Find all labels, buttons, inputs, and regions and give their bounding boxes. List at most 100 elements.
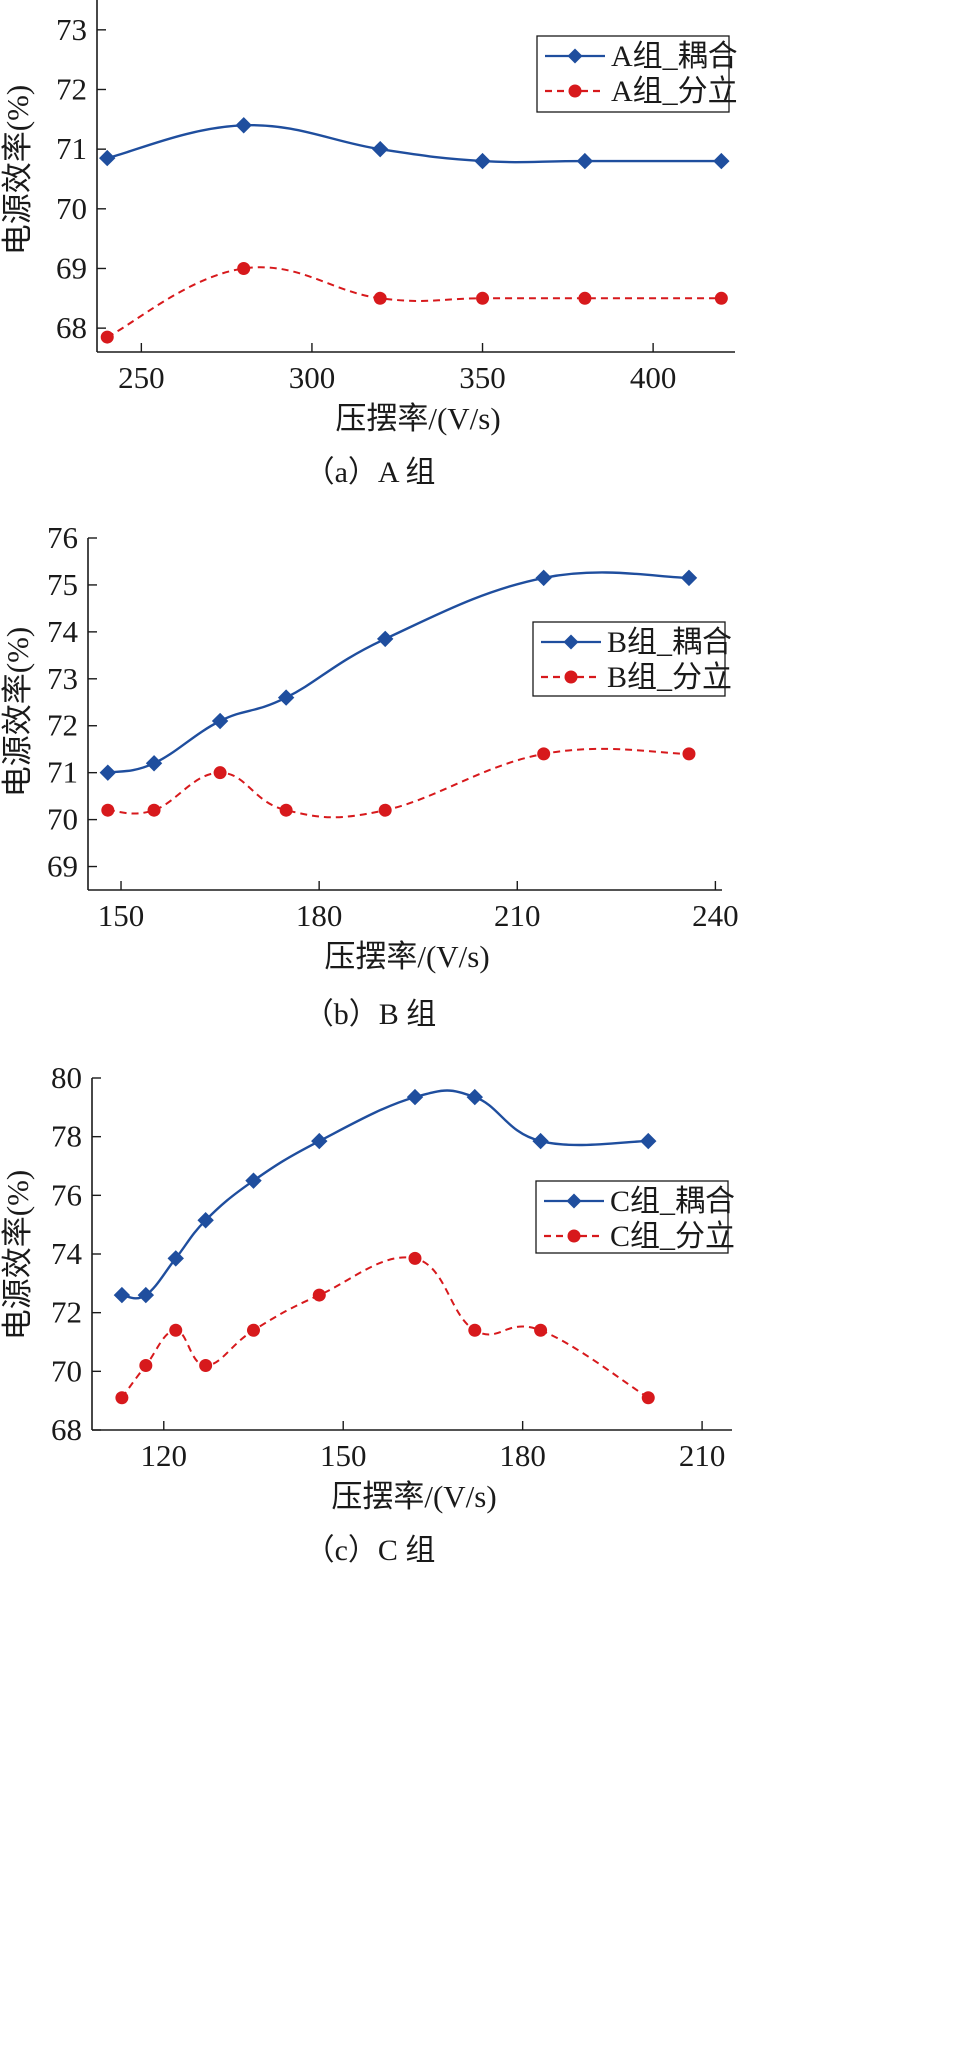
data-point-diamond — [466, 1088, 484, 1106]
legend-marker-circle — [568, 84, 582, 98]
data-point-circle — [578, 291, 592, 305]
legend-marker-diamond — [567, 48, 583, 64]
data-point-circle — [312, 1288, 326, 1302]
x-tick-label: 400 — [630, 360, 677, 395]
legend-entry-label: C组_耦合 — [610, 1185, 735, 1218]
x-tick-label: 250 — [118, 360, 165, 395]
legend-marker-circle — [567, 1229, 581, 1243]
data-point-circle — [199, 1358, 213, 1372]
series-line-coupled — [107, 571, 690, 774]
y-tick-label: 68 — [56, 310, 87, 345]
x-tick-label: 120 — [141, 1438, 188, 1473]
legend-marker-circle — [564, 670, 578, 684]
data-point-diamond — [211, 712, 229, 730]
figure-caption: （c）C 组 — [305, 1534, 436, 1567]
x-tick-label: 180 — [296, 898, 343, 933]
y-tick-label: 80 — [51, 1060, 82, 1095]
series-line-coupled — [106, 124, 722, 164]
legend-marker-diamond — [566, 1193, 582, 1209]
data-point-circle — [246, 1323, 260, 1337]
chart-panel-2: 69 70 71 72 73 74 75 76 150 180 210 240 压摆率/(V/s) 电源效… — [0, 520, 739, 1031]
legend-entry-label: B组_分立 — [607, 661, 732, 694]
legend-box — [536, 35, 730, 113]
data-point-circle — [682, 747, 696, 761]
data-point-diamond — [235, 117, 252, 134]
y-tick-label: 74 — [47, 614, 79, 649]
y-axis-label: 电源效率(%) — [0, 85, 35, 255]
data-point-diamond — [532, 1132, 549, 1150]
data-point-diamond — [167, 1250, 184, 1267]
x-axis-label: 压摆率/(V/s) — [324, 939, 489, 974]
series-line-separated — [106, 266, 722, 338]
y-tick-label: 73 — [47, 661, 78, 696]
data-point-circle — [147, 803, 161, 817]
data-point-diamond — [311, 1132, 328, 1150]
data-point-diamond — [640, 1132, 657, 1150]
data-point-circle — [714, 291, 728, 305]
y-tick-label: 75 — [47, 567, 78, 602]
data-point-circle — [101, 803, 115, 817]
data-point-diamond — [376, 630, 394, 648]
y-tick-label: 68 — [51, 1412, 82, 1447]
data-point-circle — [468, 1323, 482, 1337]
y-tick-label: 72 — [56, 71, 87, 106]
x-tick-label: 180 — [499, 1438, 546, 1473]
data-point-diamond — [277, 689, 295, 706]
x-tick-label: 300 — [289, 360, 336, 395]
y-tick-label: 78 — [51, 1119, 82, 1154]
y-tick-label: 72 — [51, 1295, 82, 1330]
legend-box — [535, 1180, 729, 1254]
data-point-circle — [213, 766, 227, 780]
x-tick-label: 210 — [679, 1438, 726, 1473]
y-tick-label: 70 — [56, 191, 87, 226]
series-line-separated — [107, 747, 690, 819]
data-point-circle — [373, 291, 387, 305]
x-axis-label: 压摆率/(V/s) — [331, 1479, 496, 1514]
data-point-circle — [139, 1358, 153, 1372]
legend-box — [532, 621, 726, 697]
y-tick-label: 71 — [56, 131, 87, 166]
data-point-diamond — [99, 149, 116, 167]
data-point-diamond — [371, 140, 389, 158]
legend-entry-label: A组_分立 — [611, 75, 738, 108]
x-axis-label: 压摆率/(V/s) — [335, 401, 500, 436]
y-tick-label: 71 — [47, 755, 78, 790]
legend-marker-diamond — [563, 634, 579, 650]
y-tick-label: 76 — [47, 520, 78, 555]
y-tick-label: 69 — [47, 849, 78, 884]
y-axis-label: 电源效率(%) — [0, 627, 35, 797]
legend-entry-label: C组_分立 — [610, 1220, 735, 1253]
legend-entry-label: A组_耦合 — [611, 40, 738, 73]
data-point-diamond — [680, 569, 698, 587]
series-line-separated — [121, 1256, 649, 1399]
y-tick-label: 69 — [56, 250, 87, 285]
data-point-diamond — [406, 1088, 424, 1106]
y-tick-label: 72 — [47, 708, 78, 743]
data-point-diamond — [576, 152, 594, 170]
data-point-circle — [378, 803, 392, 817]
data-point-circle — [237, 261, 251, 275]
x-tick-label: 150 — [320, 1438, 367, 1473]
data-point-circle — [279, 803, 293, 817]
data-point-circle — [115, 1391, 129, 1405]
data-point-circle — [100, 330, 114, 344]
y-axis-label: 电源效率(%) — [0, 1170, 35, 1340]
data-point-diamond — [197, 1212, 214, 1229]
figure-caption: （a）A 组 — [305, 456, 436, 489]
chart-panel-3: 68 70 72 74 76 78 80 120 150 180 210 压摆率/(V/s) 电源效率(… — [0, 1060, 735, 1567]
data-point-diamond — [474, 152, 491, 170]
data-point-diamond — [113, 1286, 131, 1304]
legend-entry-label: B组_耦合 — [607, 626, 732, 659]
y-tick-label: 70 — [47, 802, 78, 837]
data-point-diamond — [245, 1172, 262, 1189]
data-point-circle — [641, 1391, 655, 1405]
data-point-circle — [534, 1323, 548, 1337]
y-tick-label: 74 — [51, 1236, 83, 1271]
data-point-diamond — [137, 1286, 155, 1304]
x-tick-label: 210 — [494, 898, 541, 933]
x-tick-label: 150 — [98, 898, 145, 933]
data-point-diamond — [713, 152, 730, 170]
